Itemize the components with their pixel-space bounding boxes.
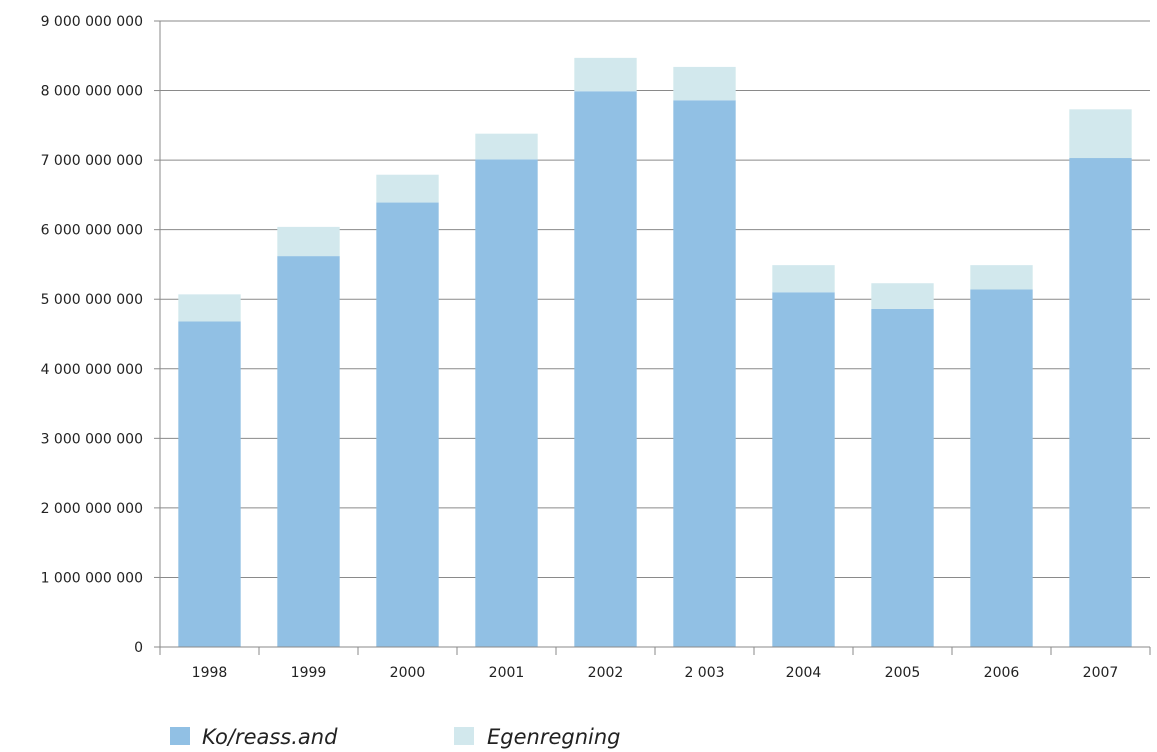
x-tick-label-2005: 2005 [885, 665, 921, 681]
bar-ko-reass-and-1999 [277, 256, 340, 647]
bar-ko-reass-and-1998 [178, 321, 241, 647]
x-tick-label-2000: 2000 [390, 665, 426, 681]
bar-ko-reass-and-2006 [970, 289, 1033, 647]
bar-egenregning-2004 [772, 265, 835, 293]
bar-ko-reass-and-2007 [1069, 158, 1132, 647]
y-tick-label: 5 000 000 000 [41, 292, 143, 308]
bar-egenregning-1999 [277, 226, 340, 257]
legend-swatch-ko-reass-and [170, 727, 190, 745]
bar-egenregning-2001 [475, 133, 538, 160]
y-axis: 0 1 000 000 000 2 000 000 000 3 000 000 000… [41, 14, 161, 656]
y-tick-label: 6 000 000 000 [41, 223, 143, 239]
x-tick-label-2004: 2004 [786, 665, 822, 681]
x-tick-label-2002: 2002 [588, 665, 624, 681]
y-tick-label: 8 000 000 000 [41, 84, 143, 100]
y-tick-label: 0 [134, 640, 143, 656]
bar-egenregning-1998 [178, 294, 241, 322]
legend-swatch-egenregning [454, 727, 474, 745]
bar-ko-reass-and-2005 [871, 308, 934, 647]
legend-label-egenregning: Egenregning [487, 725, 621, 749]
y-tick-label: 9 000 000 000 [41, 14, 143, 30]
y-tick-label: 4 000 000 000 [41, 362, 143, 378]
bars [178, 57, 1132, 648]
bar-egenregning-2002 [574, 57, 637, 92]
bar-egenregning-2000 [376, 174, 439, 203]
y-tick-label: 7 000 000 000 [41, 153, 143, 169]
x-tick-label-2006: 2006 [984, 665, 1020, 681]
x-tick-label-2-003: 2 003 [684, 665, 724, 681]
bar-ko-reass-and-2004 [772, 292, 835, 647]
x-tick-label-1998: 1998 [192, 665, 228, 681]
y-tick-label: 1 000 000 000 [41, 570, 143, 586]
bar-egenregning-2007 [1069, 109, 1132, 159]
bar-ko-reass-and-2001 [475, 159, 538, 647]
bar-egenregning-2-003 [673, 66, 736, 101]
bar-ko-reass-and-2-003 [673, 100, 736, 647]
x-tick-label-2001: 2001 [489, 665, 525, 681]
y-tick-label: 2 000 000 000 [41, 501, 143, 517]
bar-ko-reass-and-2002 [574, 91, 637, 648]
y-tick-label: 3 000 000 000 [41, 431, 143, 447]
bar-egenregning-2006 [970, 265, 1033, 290]
x-tick-label-1999: 1999 [291, 665, 327, 681]
x-axis: 1998 1999 2000 2001 2002 2 003 2004 2005 2006 200… [159, 646, 1151, 681]
bar-egenregning-2005 [871, 283, 934, 309]
x-tick-label-2007: 2007 [1083, 665, 1119, 681]
legend: Ko/reass.and Egenregning [170, 725, 621, 749]
bar-ko-reass-and-2000 [376, 202, 439, 648]
legend-label-ko-reass-and: Ko/reass.and [202, 725, 338, 749]
